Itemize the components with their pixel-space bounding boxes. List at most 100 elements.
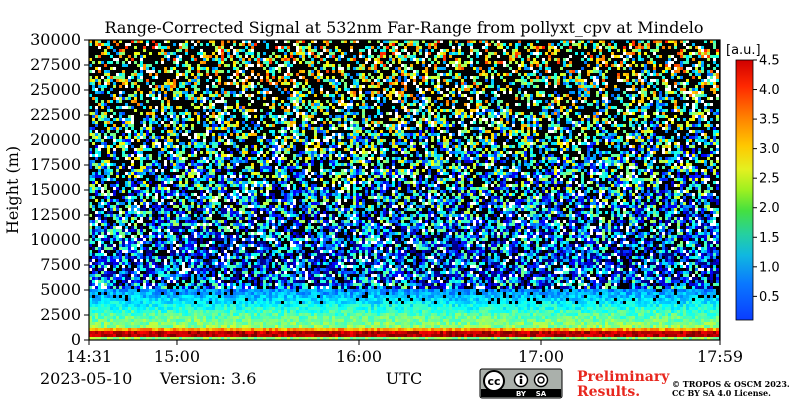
heatmap-cell: [575, 100, 578, 103]
heatmap-cell: [650, 91, 653, 94]
heatmap-cell: [167, 124, 170, 127]
heatmap-cell: [224, 175, 227, 178]
heatmap-cell: [203, 97, 206, 100]
heatmap-cell: [524, 91, 527, 94]
heatmap-cell: [497, 43, 500, 46]
heatmap-cell: [191, 73, 194, 76]
heatmap-cell: [152, 94, 155, 97]
heatmap-cell: [539, 118, 542, 121]
heatmap-cell: [356, 172, 359, 175]
heatmap-cell: [494, 145, 497, 148]
heatmap-cell: [596, 169, 599, 172]
heatmap-cell: [296, 73, 299, 76]
heatmap-cell: [521, 130, 524, 133]
heatmap-cell: [602, 55, 605, 58]
heatmap-cell: [98, 91, 101, 94]
heatmap-cell: [461, 94, 464, 97]
heatmap-cell: [335, 100, 338, 103]
heatmap-cell: [95, 109, 98, 112]
heatmap-cell: [707, 49, 710, 52]
heatmap-cell: [398, 130, 401, 133]
heatmap-cell: [146, 79, 149, 82]
heatmap-cell: [314, 103, 317, 106]
heatmap-cell: [365, 142, 368, 145]
heatmap-cell: [143, 118, 146, 121]
heatmap-cell: [668, 67, 671, 70]
heatmap-cell: [167, 103, 170, 106]
heatmap-cell: [230, 175, 233, 178]
heatmap-cell: [491, 40, 494, 43]
heatmap-cell: [281, 154, 284, 157]
heatmap-cell: [296, 166, 299, 169]
heatmap-cell: [647, 103, 650, 106]
heatmap-cell: [203, 55, 206, 58]
heatmap-cell: [686, 82, 689, 85]
heatmap-cell: [257, 121, 260, 124]
heatmap-cell: [380, 145, 383, 148]
heatmap-cell: [365, 139, 368, 142]
heatmap-cell: [248, 157, 251, 160]
heatmap-cell: [611, 133, 614, 136]
heatmap-cell: [383, 64, 386, 67]
heatmap-cell: [200, 142, 203, 145]
heatmap-cell: [131, 106, 134, 109]
heatmap-cell: [218, 121, 221, 124]
heatmap-cell: [401, 133, 404, 136]
heatmap-cell: [149, 124, 152, 127]
heatmap-cell: [656, 121, 659, 124]
heatmap-cell: [374, 70, 377, 73]
heatmap-cell: [593, 154, 596, 157]
heatmap-cell: [434, 64, 437, 67]
heatmap-cell: [611, 169, 614, 172]
heatmap-cell: [272, 118, 275, 121]
heatmap-cell: [347, 73, 350, 76]
heatmap-cell: [245, 94, 248, 97]
heatmap-cell: [134, 55, 137, 58]
heatmap-cell: [401, 172, 404, 175]
heatmap-cell: [344, 121, 347, 124]
heatmap-cell: [458, 73, 461, 76]
heatmap-cell: [662, 172, 665, 175]
heatmap-cell: [656, 55, 659, 58]
heatmap-cell: [224, 157, 227, 160]
heatmap-cell: [608, 49, 611, 52]
heatmap-cell: [623, 103, 626, 106]
heatmap-cell: [353, 160, 356, 163]
heatmap-cell: [125, 106, 128, 109]
heatmap-cell: [173, 127, 176, 130]
heatmap-cell: [668, 142, 671, 145]
heatmap-cell: [275, 145, 278, 148]
heatmap-cell: [314, 94, 317, 97]
heatmap-cell: [434, 115, 437, 118]
heatmap-cell: [695, 85, 698, 88]
heatmap-cell: [506, 172, 509, 175]
heatmap-cell: [122, 64, 125, 67]
heatmap-cell: [437, 121, 440, 124]
heatmap-cell: [425, 103, 428, 106]
heatmap-cell: [536, 124, 539, 127]
heatmap-cell: [170, 70, 173, 73]
heatmap-cell: [365, 130, 368, 133]
heatmap-cell: [530, 82, 533, 85]
heatmap-cell: [104, 85, 107, 88]
heatmap-cell: [89, 133, 92, 136]
heatmap-cell: [125, 58, 128, 61]
heatmap-cell: [626, 166, 629, 169]
heatmap-cell: [386, 127, 389, 130]
heatmap-cell: [470, 91, 473, 94]
heatmap-cell: [209, 55, 212, 58]
heatmap-cell: [524, 73, 527, 76]
heatmap-cell: [539, 67, 542, 70]
heatmap-cell: [593, 166, 596, 169]
heatmap-cell: [557, 82, 560, 85]
heatmap-cell: [710, 148, 713, 151]
heatmap-cell: [350, 133, 353, 136]
heatmap-cell: [242, 106, 245, 109]
heatmap-cell: [215, 154, 218, 157]
heatmap-cell: [353, 154, 356, 157]
heatmap-cell: [593, 85, 596, 88]
heatmap-cell: [500, 169, 503, 172]
heatmap-cell: [194, 145, 197, 148]
heatmap-cell: [584, 55, 587, 58]
heatmap-cell: [116, 61, 119, 64]
